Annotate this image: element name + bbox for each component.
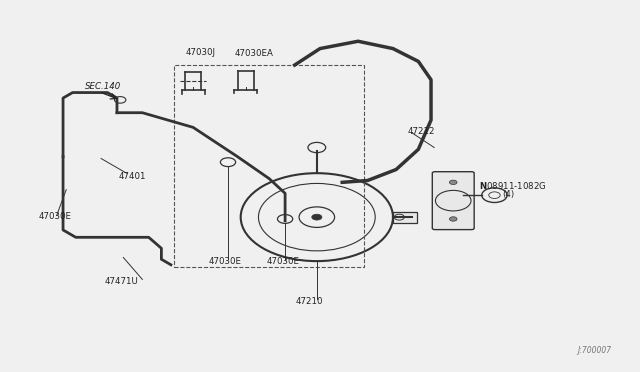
Text: $\mathbf{N}$08911-1082G: $\mathbf{N}$08911-1082G	[479, 180, 547, 191]
Text: 47210: 47210	[296, 297, 323, 306]
Text: 47471U: 47471U	[104, 277, 138, 286]
Text: (4): (4)	[502, 190, 515, 199]
Text: 47212: 47212	[408, 127, 435, 136]
Text: 47030E: 47030E	[39, 212, 72, 221]
Text: 47401: 47401	[118, 171, 146, 181]
Text: 47030J: 47030J	[186, 48, 216, 57]
Circle shape	[312, 214, 322, 220]
FancyBboxPatch shape	[393, 212, 417, 223]
Text: J:700007: J:700007	[578, 346, 612, 355]
Text: 47030E: 47030E	[209, 257, 242, 266]
FancyBboxPatch shape	[432, 172, 474, 230]
Text: 47030EA: 47030EA	[234, 49, 273, 58]
Circle shape	[449, 217, 457, 221]
Text: 47030E: 47030E	[266, 257, 299, 266]
Circle shape	[449, 180, 457, 185]
Text: SEC.140: SEC.140	[85, 83, 122, 92]
